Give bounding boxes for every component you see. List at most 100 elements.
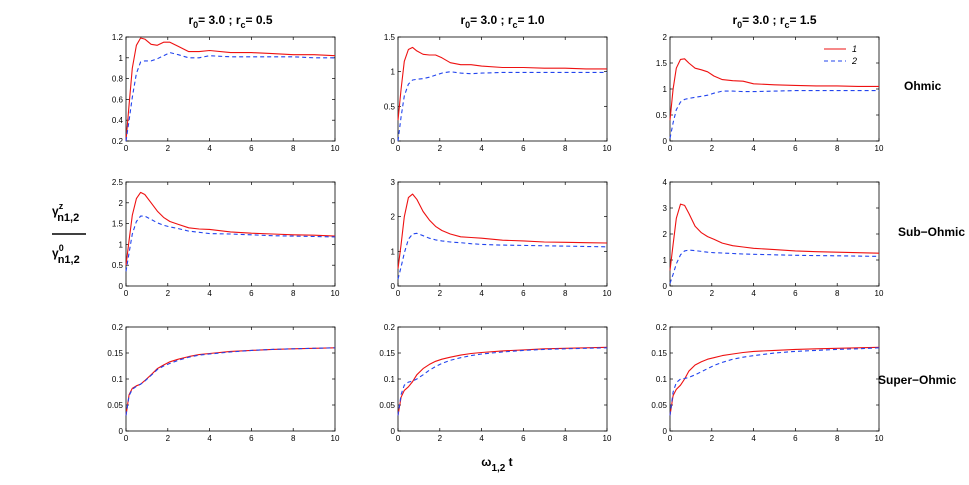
panel-r1-c3: 0 2 4 6 8 10 0 0.5 1 1.5 2	[656, 33, 884, 153]
y-tick-label: 0	[663, 137, 668, 146]
x-tick-label: 0	[668, 434, 673, 443]
series-1-line	[397, 46, 607, 121]
y-tick-label: 1	[391, 68, 396, 77]
x-tick-label: 10	[603, 144, 612, 153]
y-tick-label: 1.2	[112, 33, 124, 42]
panel-r2-c2: 0 2 4 6 8 10 0 1 2 3	[391, 178, 612, 298]
y-tick-label: 0	[119, 282, 124, 291]
y-tick-label: 0	[119, 427, 124, 436]
y-tick-label: 1.5	[384, 33, 396, 42]
series-1-line	[669, 346, 880, 416]
x-tick-label: 10	[603, 434, 612, 443]
row-label-1: Ohmic	[904, 79, 942, 93]
x-tick-label: 6	[521, 144, 526, 153]
x-tick-label: 6	[793, 434, 798, 443]
x-tick-label: 0	[396, 144, 401, 153]
series-1-line	[125, 347, 336, 416]
y-tick-label: 0	[391, 427, 396, 436]
x-tick-label: 6	[521, 434, 526, 443]
y-tick-label: 0.4	[112, 116, 124, 125]
series-2-line	[397, 347, 608, 416]
y-tick-label: 2	[391, 213, 396, 222]
y-tick-label: 0	[391, 282, 396, 291]
y-tick-label: 0.15	[107, 349, 123, 358]
series-1-line	[125, 37, 336, 142]
series-2-line	[125, 52, 335, 142]
x-tick-label: 2	[438, 289, 443, 298]
y-tick-label: 0.15	[651, 349, 667, 358]
x-tick-label: 0	[396, 289, 401, 298]
axes-frame	[397, 326, 608, 432]
y-tick-label: 1	[119, 54, 124, 63]
y-tick-label: 1	[663, 256, 668, 265]
y-tick-label: 0.2	[112, 137, 124, 146]
series-1-line	[669, 203, 880, 271]
y-tick-label: 1.5	[656, 59, 668, 68]
axes-frame	[125, 36, 336, 142]
x-tick-label: 8	[563, 289, 568, 298]
legend-label-1: 1	[852, 44, 857, 54]
x-tick-label: 6	[521, 289, 526, 298]
x-tick-label: 8	[563, 144, 568, 153]
x-tick-label: 10	[603, 289, 612, 298]
row-label-3: Super−Ohmic	[878, 373, 957, 387]
x-tick-label: 4	[479, 144, 484, 153]
y-tick-label: 0	[391, 137, 396, 146]
column-titles: r0= 3.0 ; rc= 0.5 r0= 3.0 ; rc= 1.0 r0= 3.…	[188, 13, 816, 30]
series-1-line	[669, 58, 879, 121]
series-1-line	[125, 191, 336, 266]
x-tick-label: 4	[479, 289, 484, 298]
x-axis-label: ω1,2 t	[481, 455, 512, 474]
y-axis-label: γz n1,2 γ0 n1,2	[52, 201, 86, 266]
column-title-1: r0= 3.0 ; rc= 0.5	[188, 13, 272, 30]
x-tick-label: 4	[207, 434, 212, 443]
y-tick-label: 0.1	[656, 375, 668, 384]
x-tick-label: 8	[835, 144, 840, 153]
x-tick-label: 2	[166, 434, 171, 443]
y-tick-label: 0.2	[384, 323, 396, 332]
x-tick-label: 0	[668, 289, 673, 298]
y-tick-label: 0.2	[656, 323, 668, 332]
x-tick-label: 2	[166, 144, 171, 153]
x-tick-label: 4	[207, 289, 212, 298]
y-tick-label: 0.05	[107, 401, 123, 410]
x-tick-label: 8	[835, 289, 840, 298]
panel-r1-c2: 0 2 4 6 8 10 0 0.5 1 1.5	[384, 33, 612, 153]
x-tick-label: 0	[124, 289, 129, 298]
x-tick-label: 4	[751, 144, 756, 153]
series-1-line	[397, 346, 608, 416]
y-tick-label: 0.15	[379, 349, 395, 358]
x-tick-label: 2	[710, 434, 715, 443]
panel-r2-c3: 0 2 4 6 8 10 0 1 2 3 4	[663, 178, 884, 298]
y-tick-label: 0.5	[384, 102, 396, 111]
y-tick-label: 0.8	[112, 75, 124, 84]
x-tick-label: 10	[875, 434, 884, 443]
x-tick-label: 4	[751, 289, 756, 298]
x-tick-label: 0	[124, 144, 129, 153]
legend: 12	[820, 41, 875, 69]
axes-frame	[397, 181, 608, 287]
y-tick-label: 1	[663, 85, 668, 94]
series-2-line	[669, 249, 880, 284]
x-tick-label: 2	[166, 289, 171, 298]
x-tick-label: 6	[249, 434, 254, 443]
y-tick-label: 0	[663, 282, 668, 291]
y-tick-label: 4	[663, 178, 668, 187]
panel-r3-c1: 0 2 4 6 8 10 0 0.05 0.1 0.15 0.2	[107, 323, 340, 443]
y-tick-label: 0.05	[379, 401, 395, 410]
x-tick-label: 10	[875, 144, 884, 153]
panel-r3-c3: 0 2 4 6 8 10 0 0.05 0.1 0.15 0.2	[651, 323, 884, 443]
x-tick-label: 8	[291, 144, 296, 153]
x-tick-label: 6	[793, 144, 798, 153]
series-2-line	[669, 90, 879, 139]
series-2-line	[125, 347, 336, 416]
y-tick-label: 2.5	[112, 178, 124, 187]
y-tick-label: 0.5	[112, 261, 124, 270]
y-tick-label: 0.1	[384, 375, 396, 384]
axes-frame	[669, 326, 880, 432]
x-tick-label: 6	[249, 289, 254, 298]
x-tick-label: 4	[751, 434, 756, 443]
y-tick-label: 2	[119, 199, 124, 208]
y-tick-label: 0.05	[651, 401, 667, 410]
